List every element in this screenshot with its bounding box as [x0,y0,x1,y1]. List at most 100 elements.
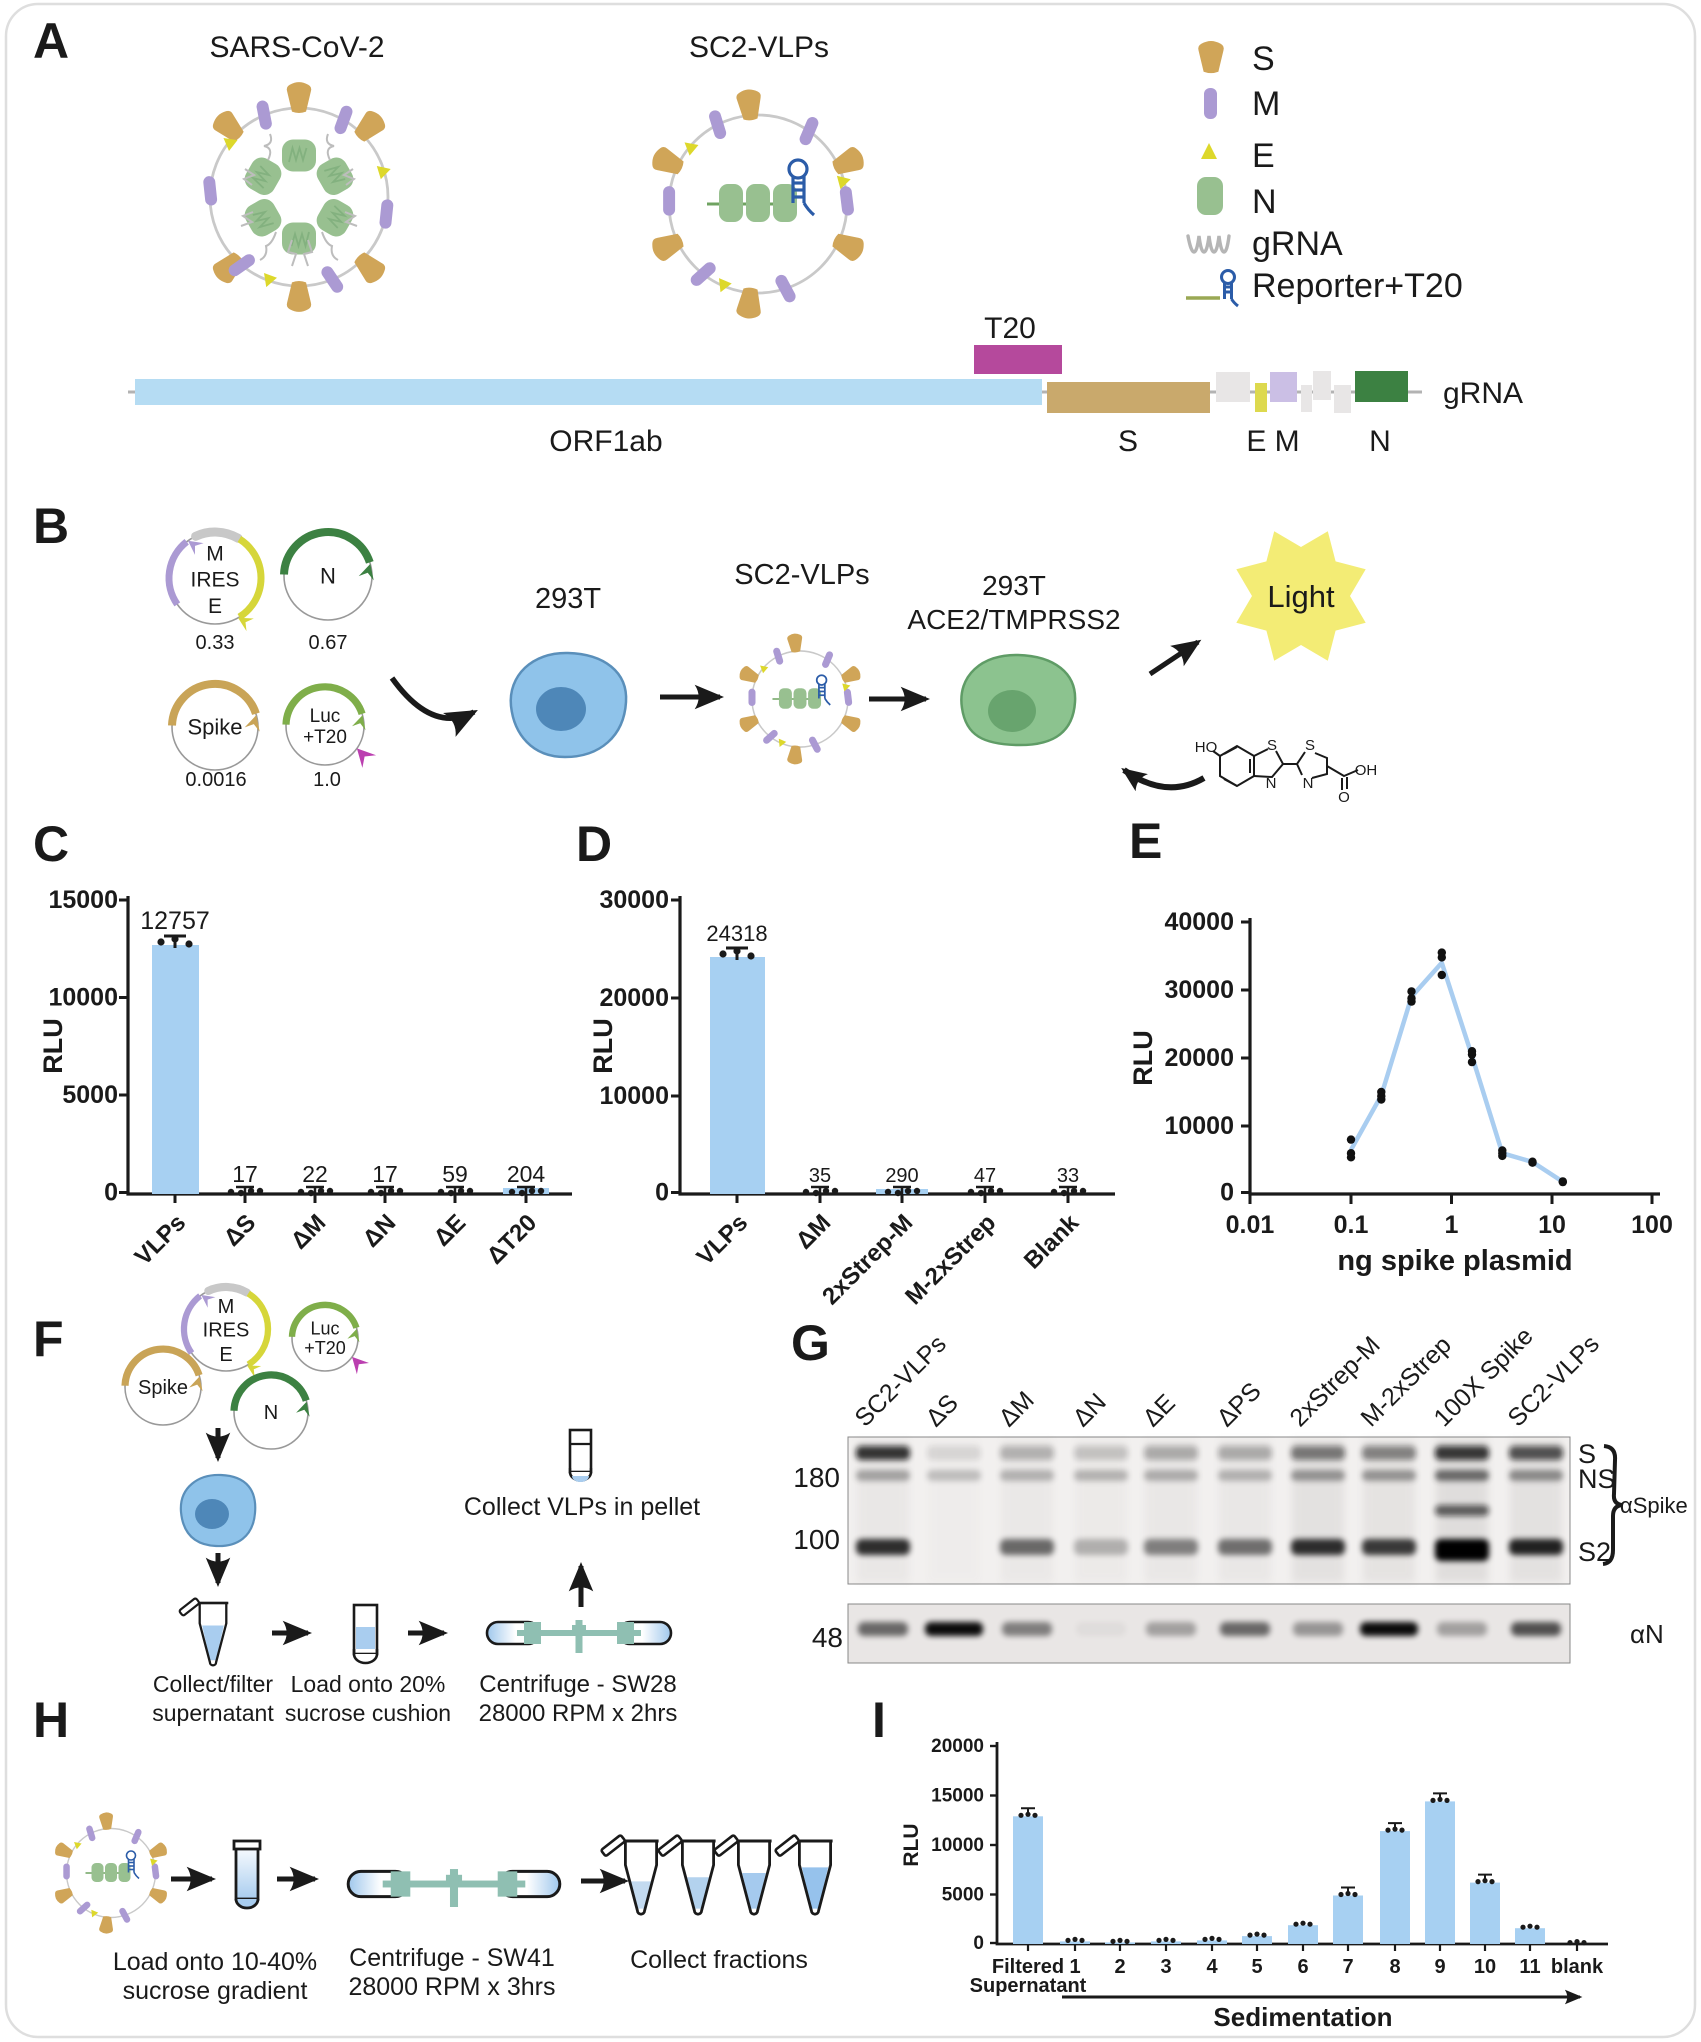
svg-text:D: D [576,816,612,872]
svg-text:Collect VLPs in pellet: Collect VLPs in pellet [464,1493,700,1521]
svg-text:Centrifuge - SW41: Centrifuge - SW41 [349,1944,555,1972]
svg-text:7: 7 [1342,1956,1353,1978]
svg-text:Sedimentation: Sedimentation [1213,2002,1392,2032]
svg-text:I: I [872,1692,886,1748]
svg-text:N: N [264,1402,278,1424]
svg-text:10: 10 [1474,1956,1496,1978]
svg-text:Luc: Luc [310,1318,339,1338]
svg-text:11: 11 [1519,1956,1540,1978]
svg-text:M: M [206,543,224,566]
svg-text:N: N [1369,425,1391,458]
svg-text:gRNA: gRNA [1443,377,1523,410]
svg-text:Centrifuge - SW28: Centrifuge - SW28 [479,1671,676,1698]
svg-text:0: 0 [1220,1179,1234,1207]
svg-text:T20: T20 [984,312,1036,345]
svg-text:A: A [33,13,69,69]
svg-text:sucrose cushion: sucrose cushion [285,1700,451,1726]
svg-text:E: E [1129,813,1162,869]
svg-text:ng spike plasmid: ng spike plasmid [1337,1245,1572,1277]
svg-text:SC2-VLPs: SC2-VLPs [689,31,829,64]
svg-text:Spike: Spike [187,715,242,740]
svg-text:1: 1 [1445,1211,1459,1239]
svg-text:SARS-CoV-2: SARS-CoV-2 [209,31,384,64]
svg-text:Load onto 10-40%: Load onto 10-40% [113,1948,317,1976]
svg-text:24318: 24318 [706,921,767,946]
svg-text:ACE2/TMPRSS2: ACE2/TMPRSS2 [907,604,1120,635]
svg-text:9: 9 [1434,1956,1445,1978]
svg-text:100: 100 [1631,1211,1673,1239]
svg-text:ORF1ab: ORF1ab [549,425,662,458]
svg-text:E: E [1252,137,1275,175]
svg-text:10000: 10000 [1164,1112,1234,1140]
svg-text:Light: Light [1267,579,1335,614]
svg-text:180: 180 [793,1462,840,1493]
svg-text:0.33: 0.33 [196,632,235,654]
svg-text:5: 5 [1251,1956,1262,1978]
svg-text:0: 0 [655,1179,669,1207]
svg-text:47: 47 [974,1165,996,1187]
svg-text:αSpike: αSpike [1620,1493,1688,1518]
svg-text:RLU: RLU [38,1018,68,1074]
svg-text:33: 33 [1057,1165,1079,1187]
svg-text:35: 35 [809,1165,831,1187]
svg-text:293T: 293T [982,570,1046,601]
svg-text:0.67: 0.67 [309,632,348,654]
svg-text:1: 1 [1069,1956,1080,1978]
svg-text:59: 59 [442,1161,468,1187]
svg-text:0: 0 [973,1933,984,1954]
svg-text:10000: 10000 [599,1082,669,1110]
svg-text:E: E [208,595,222,618]
svg-text:204: 204 [507,1161,546,1187]
svg-text:10000: 10000 [931,1835,984,1856]
svg-text:M: M [218,1296,235,1318]
svg-text:12757: 12757 [140,907,210,935]
svg-text:H: H [33,1692,69,1748]
svg-text:6: 6 [1297,1956,1308,1978]
svg-text:+T20: +T20 [303,727,347,748]
svg-text:N: N [1266,775,1277,792]
svg-text:F: F [33,1311,64,1367]
svg-text:0: 0 [104,1179,118,1207]
svg-text:B: B [33,498,69,554]
svg-text:S: S [1252,40,1275,78]
svg-text:N: N [1252,183,1277,221]
svg-text:S: S [1305,737,1315,754]
svg-text:supernatant: supernatant [152,1700,274,1726]
svg-text:IRES: IRES [203,1320,250,1342]
svg-text:Filtered: Filtered [992,1956,1064,1978]
svg-text:0.1: 0.1 [1334,1211,1369,1239]
svg-text:20000: 20000 [1164,1044,1234,1072]
svg-text:gRNA: gRNA [1252,225,1343,263]
svg-text:C: C [33,816,69,872]
svg-text:100: 100 [793,1524,840,1555]
svg-text:1.0: 1.0 [313,769,341,791]
svg-text:290: 290 [885,1165,918,1187]
svg-text:28000 RPM x 2hrs: 28000 RPM x 2hrs [479,1700,678,1727]
svg-text:10: 10 [1538,1211,1566,1239]
svg-text:NS: NS [1578,1464,1616,1494]
svg-text:10000: 10000 [48,984,118,1012]
svg-text:N: N [1303,775,1314,792]
svg-text:E: E [219,1344,232,1366]
svg-text:0.0016: 0.0016 [185,769,246,791]
svg-text:Load onto 20%: Load onto 20% [291,1671,446,1697]
svg-text:S: S [1578,1439,1596,1469]
svg-text:M: M [1252,85,1280,123]
svg-text:3: 3 [1160,1956,1171,1978]
svg-text:17: 17 [232,1161,258,1187]
svg-text:28000 RPM x 3hrs: 28000 RPM x 3hrs [348,1973,555,2001]
svg-text:blank: blank [1551,1956,1604,1978]
svg-text:IRES: IRES [190,568,239,591]
svg-text:0.01: 0.01 [1226,1211,1275,1239]
svg-text:Supernatant: Supernatant [970,1975,1087,1997]
svg-text:Collect fractions: Collect fractions [630,1946,808,1974]
svg-text:S: S [1118,425,1138,458]
svg-text:2: 2 [1114,1956,1125,1978]
svg-text:sucrose gradient: sucrose gradient [123,1977,308,2005]
svg-text:48: 48 [812,1622,843,1653]
svg-text:RLU: RLU [900,1823,923,1866]
svg-text:+T20: +T20 [304,1338,346,1358]
svg-text:5000: 5000 [62,1081,118,1109]
svg-text:17: 17 [372,1161,398,1187]
svg-text:30000: 30000 [1164,976,1234,1004]
